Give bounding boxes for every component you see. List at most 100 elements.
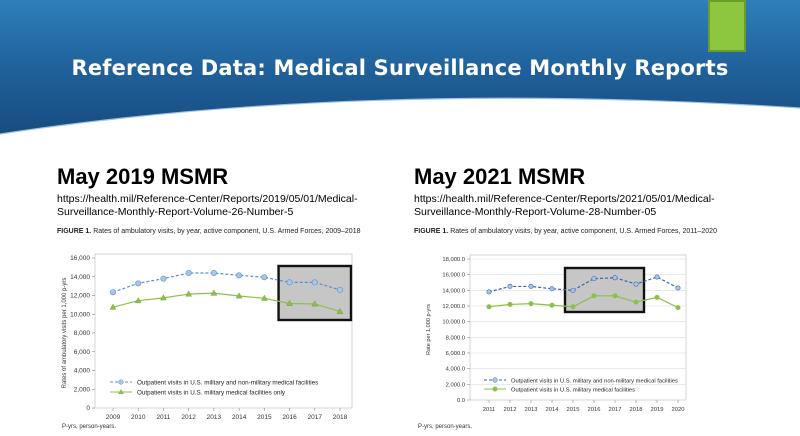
data-point <box>260 294 268 301</box>
series-line <box>488 295 679 309</box>
figure-label: FIGURE 1. <box>414 228 449 235</box>
legend-label: Outpatient visits in U.S. military medic… <box>137 389 286 396</box>
data-point <box>286 299 293 306</box>
x-tick-label: 2018 <box>630 407 643 413</box>
data-point <box>311 300 319 307</box>
x-tick-label: 2013 <box>525 407 538 413</box>
data-point <box>134 297 142 304</box>
report-url[interactable]: https://health.mil/Reference-Center/Repo… <box>414 193 715 218</box>
y-tick-label: 2,000.0 <box>446 382 465 388</box>
data-point <box>109 303 117 310</box>
data-point <box>160 294 167 301</box>
y-tick-label: 2,000 <box>74 386 91 393</box>
x-tick-label: 2015 <box>567 407 580 413</box>
y-axis-label: Rate per 1,000 p-yrs <box>426 304 432 355</box>
data-point <box>336 307 344 314</box>
data-point <box>528 301 534 307</box>
y-tick-label: 8,000.0 <box>446 335 465 341</box>
legend-marker <box>118 389 124 394</box>
y-tick-label: 18,000.0 <box>442 257 465 263</box>
data-point <box>160 275 167 282</box>
x-tick-label: 2016 <box>282 414 297 421</box>
y-tick-label: 10,000.0 <box>442 320 465 326</box>
data-point <box>311 279 318 286</box>
data-point <box>486 289 492 295</box>
legend-marker <box>492 377 498 383</box>
x-tick-label: 2016 <box>588 407 601 413</box>
data-point <box>570 287 576 293</box>
figure-caption: FIGURE 1. Rates of ambulatory visits, by… <box>57 227 377 236</box>
report-heading: May 2019 MSMR <box>57 164 229 189</box>
x-tick-label: 2012 <box>181 414 196 421</box>
legend-label: Outpatient visits in U.S. military medic… <box>511 387 635 393</box>
data-point <box>135 280 142 287</box>
y-tick-label: 8,000 <box>74 330 91 337</box>
data-point <box>612 275 618 281</box>
slide-title: Reference Data: Medical Surveillance Mon… <box>71 56 729 80</box>
banner-wave <box>0 97 800 148</box>
figure-label: FIGURE 1. <box>57 228 92 235</box>
x-tick-label: 2009 <box>106 414 121 421</box>
data-point <box>507 301 513 307</box>
data-point <box>654 274 660 280</box>
data-point <box>549 302 555 308</box>
chart-2019: 0 2,000 4,000 6,000 8,000 10,000 12,000 14,000 1… <box>62 253 353 421</box>
legend-label: Outpatient visits in U.S. military and n… <box>511 378 678 384</box>
data-point <box>528 283 534 289</box>
x-tick-label: 2017 <box>308 414 323 421</box>
data-point <box>236 272 243 279</box>
y-tick-label: 14,000.0 <box>442 288 465 294</box>
y-tick-label: 0 <box>86 405 90 412</box>
x-tick-label: 2011 <box>483 407 495 413</box>
x-tick-label: 2018 <box>333 414 348 421</box>
x-tick-label: 2013 <box>207 414 222 421</box>
x-tick-label: 2011 <box>156 414 170 421</box>
figure-caption: FIGURE 1. Rates of ambulatory visits, by… <box>414 227 734 236</box>
footnote: P-yrs, person-years. <box>62 424 117 430</box>
series-line <box>112 272 341 293</box>
report-heading: May 2021 MSMR <box>414 164 586 189</box>
y-tick-label: 14,000 <box>70 274 90 281</box>
data-point <box>210 269 217 276</box>
y-tick-label: 6,000.0 <box>446 351 465 357</box>
y-tick-label: 4,000 <box>74 368 91 375</box>
data-point <box>675 305 681 311</box>
y-tick-label: 4,000.0 <box>446 367 465 373</box>
legend-marker <box>118 379 124 385</box>
y-tick-label: 10,000 <box>70 311 90 318</box>
x-tick-label: 2015 <box>257 414 272 421</box>
plot-frame <box>94 253 353 409</box>
series-line <box>112 292 341 313</box>
y-tick-label: 16,000 <box>70 255 90 262</box>
report-url[interactable]: https://health.mil/Reference-Center/Repo… <box>57 193 358 218</box>
data-point <box>633 299 639 305</box>
y-tick-label: 6,000 <box>74 349 91 356</box>
x-tick-label: 2012 <box>504 407 517 413</box>
data-point <box>549 286 555 292</box>
legend-label: Outpatient visits in U.S. military and n… <box>137 379 318 386</box>
data-point <box>633 281 639 287</box>
data-point <box>185 269 192 276</box>
footnote: P-yrs, person-years. <box>418 424 473 430</box>
data-point <box>185 290 193 297</box>
data-point <box>336 286 343 293</box>
y-tick-label: 12,000 <box>70 293 90 300</box>
data-point <box>591 276 597 282</box>
data-point <box>612 293 618 299</box>
data-point <box>109 289 116 296</box>
plot-frame <box>469 254 687 401</box>
legend-marker <box>492 386 498 392</box>
figure-caption-text: Rates of ambulatory visits, by year, act… <box>450 228 717 235</box>
y-tick-label: 12,000.0 <box>442 304 465 310</box>
figure-caption-text: Rates of ambulatory visits, by year, act… <box>93 228 361 235</box>
report-2021: May 2021 MSMR https://health.mil/Referen… <box>414 165 744 236</box>
data-point <box>570 304 576 310</box>
data-point <box>486 304 492 310</box>
data-point <box>654 294 660 300</box>
x-tick-label: 2014 <box>232 414 247 421</box>
data-point <box>675 285 681 291</box>
data-point <box>507 283 513 289</box>
x-tick-label: 2019 <box>651 407 664 413</box>
report-2019: May 2019 MSMR https://health.mil/Referen… <box>57 165 387 236</box>
data-point <box>210 289 218 296</box>
